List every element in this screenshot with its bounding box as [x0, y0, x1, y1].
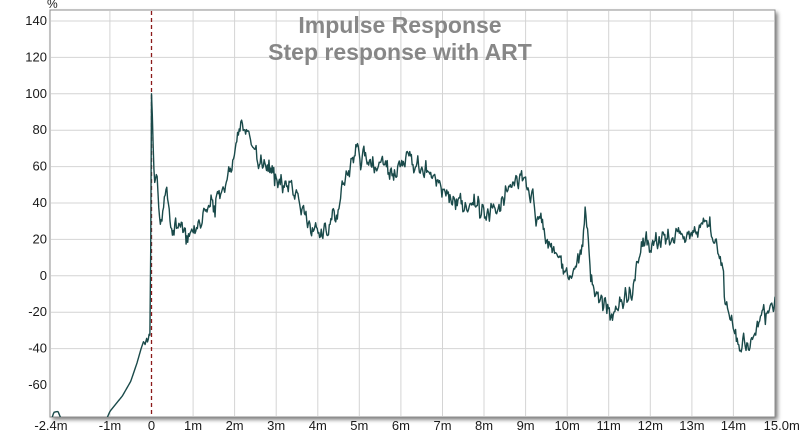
- svg-text:0: 0: [40, 268, 47, 283]
- svg-text:3m: 3m: [267, 418, 285, 433]
- svg-text:10m: 10m: [555, 418, 580, 433]
- svg-text:-1m: -1m: [99, 418, 121, 433]
- svg-text:8m: 8m: [475, 418, 493, 433]
- svg-text:2m: 2m: [226, 418, 244, 433]
- svg-text:140: 140: [25, 13, 47, 28]
- svg-text:40: 40: [33, 195, 47, 210]
- svg-text:100: 100: [25, 86, 47, 101]
- svg-text:5m: 5m: [350, 418, 368, 433]
- svg-text:60: 60: [33, 159, 47, 174]
- svg-text:-20: -20: [28, 304, 47, 319]
- svg-text:15.0ms: 15.0ms: [764, 418, 800, 433]
- svg-text:11m: 11m: [597, 418, 621, 433]
- svg-text:4m: 4m: [309, 418, 327, 433]
- svg-text:1m: 1m: [184, 418, 202, 433]
- svg-text:7m: 7m: [433, 418, 451, 433]
- svg-text:20: 20: [33, 231, 47, 246]
- svg-text:Step response with ART: Step response with ART: [268, 39, 532, 65]
- svg-text:-60: -60: [28, 377, 47, 392]
- svg-text:-2.4m: -2.4m: [34, 418, 67, 433]
- svg-text:-40: -40: [28, 341, 47, 356]
- svg-text:14m: 14m: [721, 418, 746, 433]
- svg-text:9m: 9m: [517, 418, 535, 433]
- svg-text:80: 80: [33, 122, 47, 137]
- svg-text:Impulse Response: Impulse Response: [298, 12, 501, 38]
- svg-text:%: %: [47, 0, 58, 11]
- svg-text:12m: 12m: [638, 418, 663, 433]
- svg-text:13m: 13m: [679, 418, 704, 433]
- svg-text:120: 120: [25, 49, 47, 64]
- svg-text:0: 0: [148, 418, 155, 433]
- svg-text:6m: 6m: [392, 418, 410, 433]
